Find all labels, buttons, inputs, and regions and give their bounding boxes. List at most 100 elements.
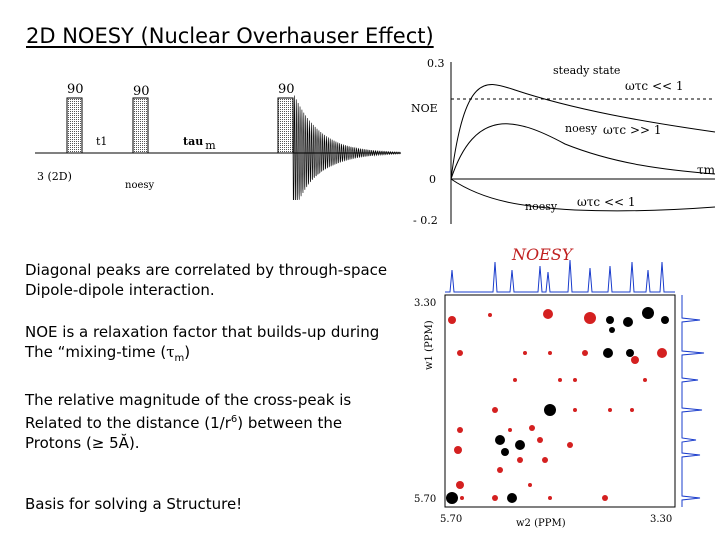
- tau-subscript: m: [174, 353, 185, 364]
- fid-trace: [292, 95, 402, 200]
- pulse-90-3: [277, 97, 294, 154]
- cross-peak: [573, 378, 577, 382]
- p2-line1: NOE is a relaxation factor that builds-u…: [25, 323, 380, 341]
- cross-peak: [603, 348, 613, 358]
- p2-close: ): [184, 343, 191, 361]
- noesy-fast-curve: [450, 123, 716, 180]
- slide-title: 2D NOESY (Nuclear Overhauser Effect): [26, 24, 434, 48]
- paragraph-basis-structure: Basis for solving a Structure!: [25, 495, 243, 513]
- y-zero-label: 0: [429, 173, 436, 186]
- cross-peak: [528, 483, 532, 487]
- paragraph-noe-relaxation: NOE is a relaxation factor that builds-u…: [25, 322, 379, 369]
- cross-peak: [661, 316, 669, 324]
- cross-peak: [508, 428, 512, 432]
- y-axis-label: NOE: [411, 102, 438, 115]
- cross-peak: [630, 408, 634, 412]
- p3-line3: Protons (≥ 5Ă).: [25, 434, 140, 452]
- spectrum-y-label: w1 (PPM): [424, 320, 435, 370]
- noesy-spectrum: NOESY 3.30 5.70 5.70 3.30 w2 (PPM) w1 (P…: [414, 245, 705, 529]
- spectrum-y-top: 3.30: [414, 298, 436, 309]
- paragraph-relative-magnitude: The relative magnitude of the cross-peak…: [25, 390, 351, 453]
- cross-peak: [537, 437, 543, 443]
- cross-peak: [460, 496, 464, 500]
- steady-state-label: steady state: [553, 64, 620, 77]
- cross-peak: [542, 457, 548, 463]
- cross-peak: [446, 492, 458, 504]
- cross-peak: [608, 408, 612, 412]
- spectrum-x-left: 5.70: [440, 514, 462, 525]
- omega-tau-gt-label: ωτc >> 1: [603, 123, 662, 137]
- p3-line2: Related to the distance (1/r6) between t…: [25, 410, 351, 433]
- p1-line2: Dipole-dipole interaction.: [25, 281, 215, 299]
- cross-peak: [513, 378, 517, 382]
- noe-buildup-plot: 0.3 0 - 0.2 NOE steady state ωτc << 1 no…: [411, 57, 716, 227]
- cross-peak: [548, 351, 552, 355]
- label-90-1: 90: [67, 82, 84, 97]
- top-projection-trace: [445, 259, 675, 293]
- label-tau: tau m: [183, 135, 216, 152]
- spectrum-x-right: 3.30: [650, 514, 672, 525]
- label-noesy: noesy: [125, 180, 155, 191]
- y-bottom-label: - 0.2: [413, 214, 438, 227]
- power-superscript: 6: [230, 414, 238, 425]
- cross-peak: [497, 467, 503, 473]
- label-dim: 3 (2D): [37, 170, 72, 183]
- cross-peak: [456, 481, 464, 489]
- tau-symbol: τ: [166, 343, 175, 361]
- cross-peak: [507, 493, 517, 503]
- cross-peak: [657, 348, 667, 358]
- omega-tau-lt-label: ωτc << 1: [625, 79, 684, 93]
- noesy-label-2: noesy: [525, 200, 558, 213]
- cross-peak: [558, 378, 562, 382]
- cross-peak: [567, 442, 573, 448]
- right-projection: [681, 295, 705, 507]
- cross-peak: [523, 351, 527, 355]
- p1-line1: Diagonal peaks are correlated by through…: [25, 261, 388, 279]
- noesy-positive-curve: [450, 84, 716, 180]
- cross-peak: [457, 350, 463, 356]
- cross-peak: [454, 446, 462, 454]
- label-90-3: 90: [278, 82, 295, 97]
- cross-peak: [609, 327, 615, 333]
- y-top-label: 0.3: [427, 57, 445, 70]
- top-projection: [445, 259, 675, 293]
- p3-line2-pre: Related to the distance (1/r: [25, 414, 231, 432]
- cross-peak: [492, 495, 498, 501]
- right-projection-trace: [681, 295, 705, 507]
- paragraph-diagonal-peaks: Diagonal peaks are correlated by through…: [25, 260, 387, 300]
- cross-peak: [582, 350, 588, 356]
- p3-line1: The relative magnitude of the cross-peak…: [25, 391, 352, 409]
- cross-peak: [642, 307, 654, 319]
- noesy-label-1: noesy: [565, 122, 598, 135]
- label-t1: t1: [96, 135, 107, 148]
- cross-peak: [492, 407, 498, 413]
- p2-line2-text: The “mixing-time (: [25, 343, 167, 361]
- cross-peak: [488, 313, 492, 317]
- cross-peak: [529, 425, 535, 431]
- tau-sub: m: [205, 139, 216, 152]
- tau-m-label: τm: [697, 163, 716, 177]
- cross-peak: [457, 427, 463, 433]
- cross-peak: [543, 309, 553, 319]
- cross-peak: [515, 440, 525, 450]
- p3-line2-post: ) between the: [237, 414, 343, 432]
- pulse-90-1: [66, 97, 83, 154]
- cross-peak: [448, 316, 456, 324]
- spectrum-x-label: w2 (PPM): [516, 518, 566, 529]
- cross-peak: [573, 408, 577, 412]
- cross-peak: [517, 457, 523, 463]
- cross-peak: [548, 496, 552, 500]
- cross-peak: [501, 448, 509, 456]
- label-90-2: 90: [133, 84, 150, 99]
- pulse-sequence-diagram: 90 90 90 t1 tau m 3 (2D) noesy: [35, 82, 402, 200]
- pulse-90-2: [132, 97, 149, 154]
- p2-line2: The “mixing-time (τm): [25, 342, 379, 369]
- spectrum-title: NOESY: [511, 245, 574, 264]
- cross-peak: [643, 378, 647, 382]
- tau-text: tau: [183, 135, 203, 148]
- cross-peak: [495, 435, 505, 445]
- fid-signal: [292, 95, 402, 200]
- cross-peak: [623, 317, 633, 327]
- cross-peak: [631, 356, 639, 364]
- cross-peaks: [446, 307, 669, 504]
